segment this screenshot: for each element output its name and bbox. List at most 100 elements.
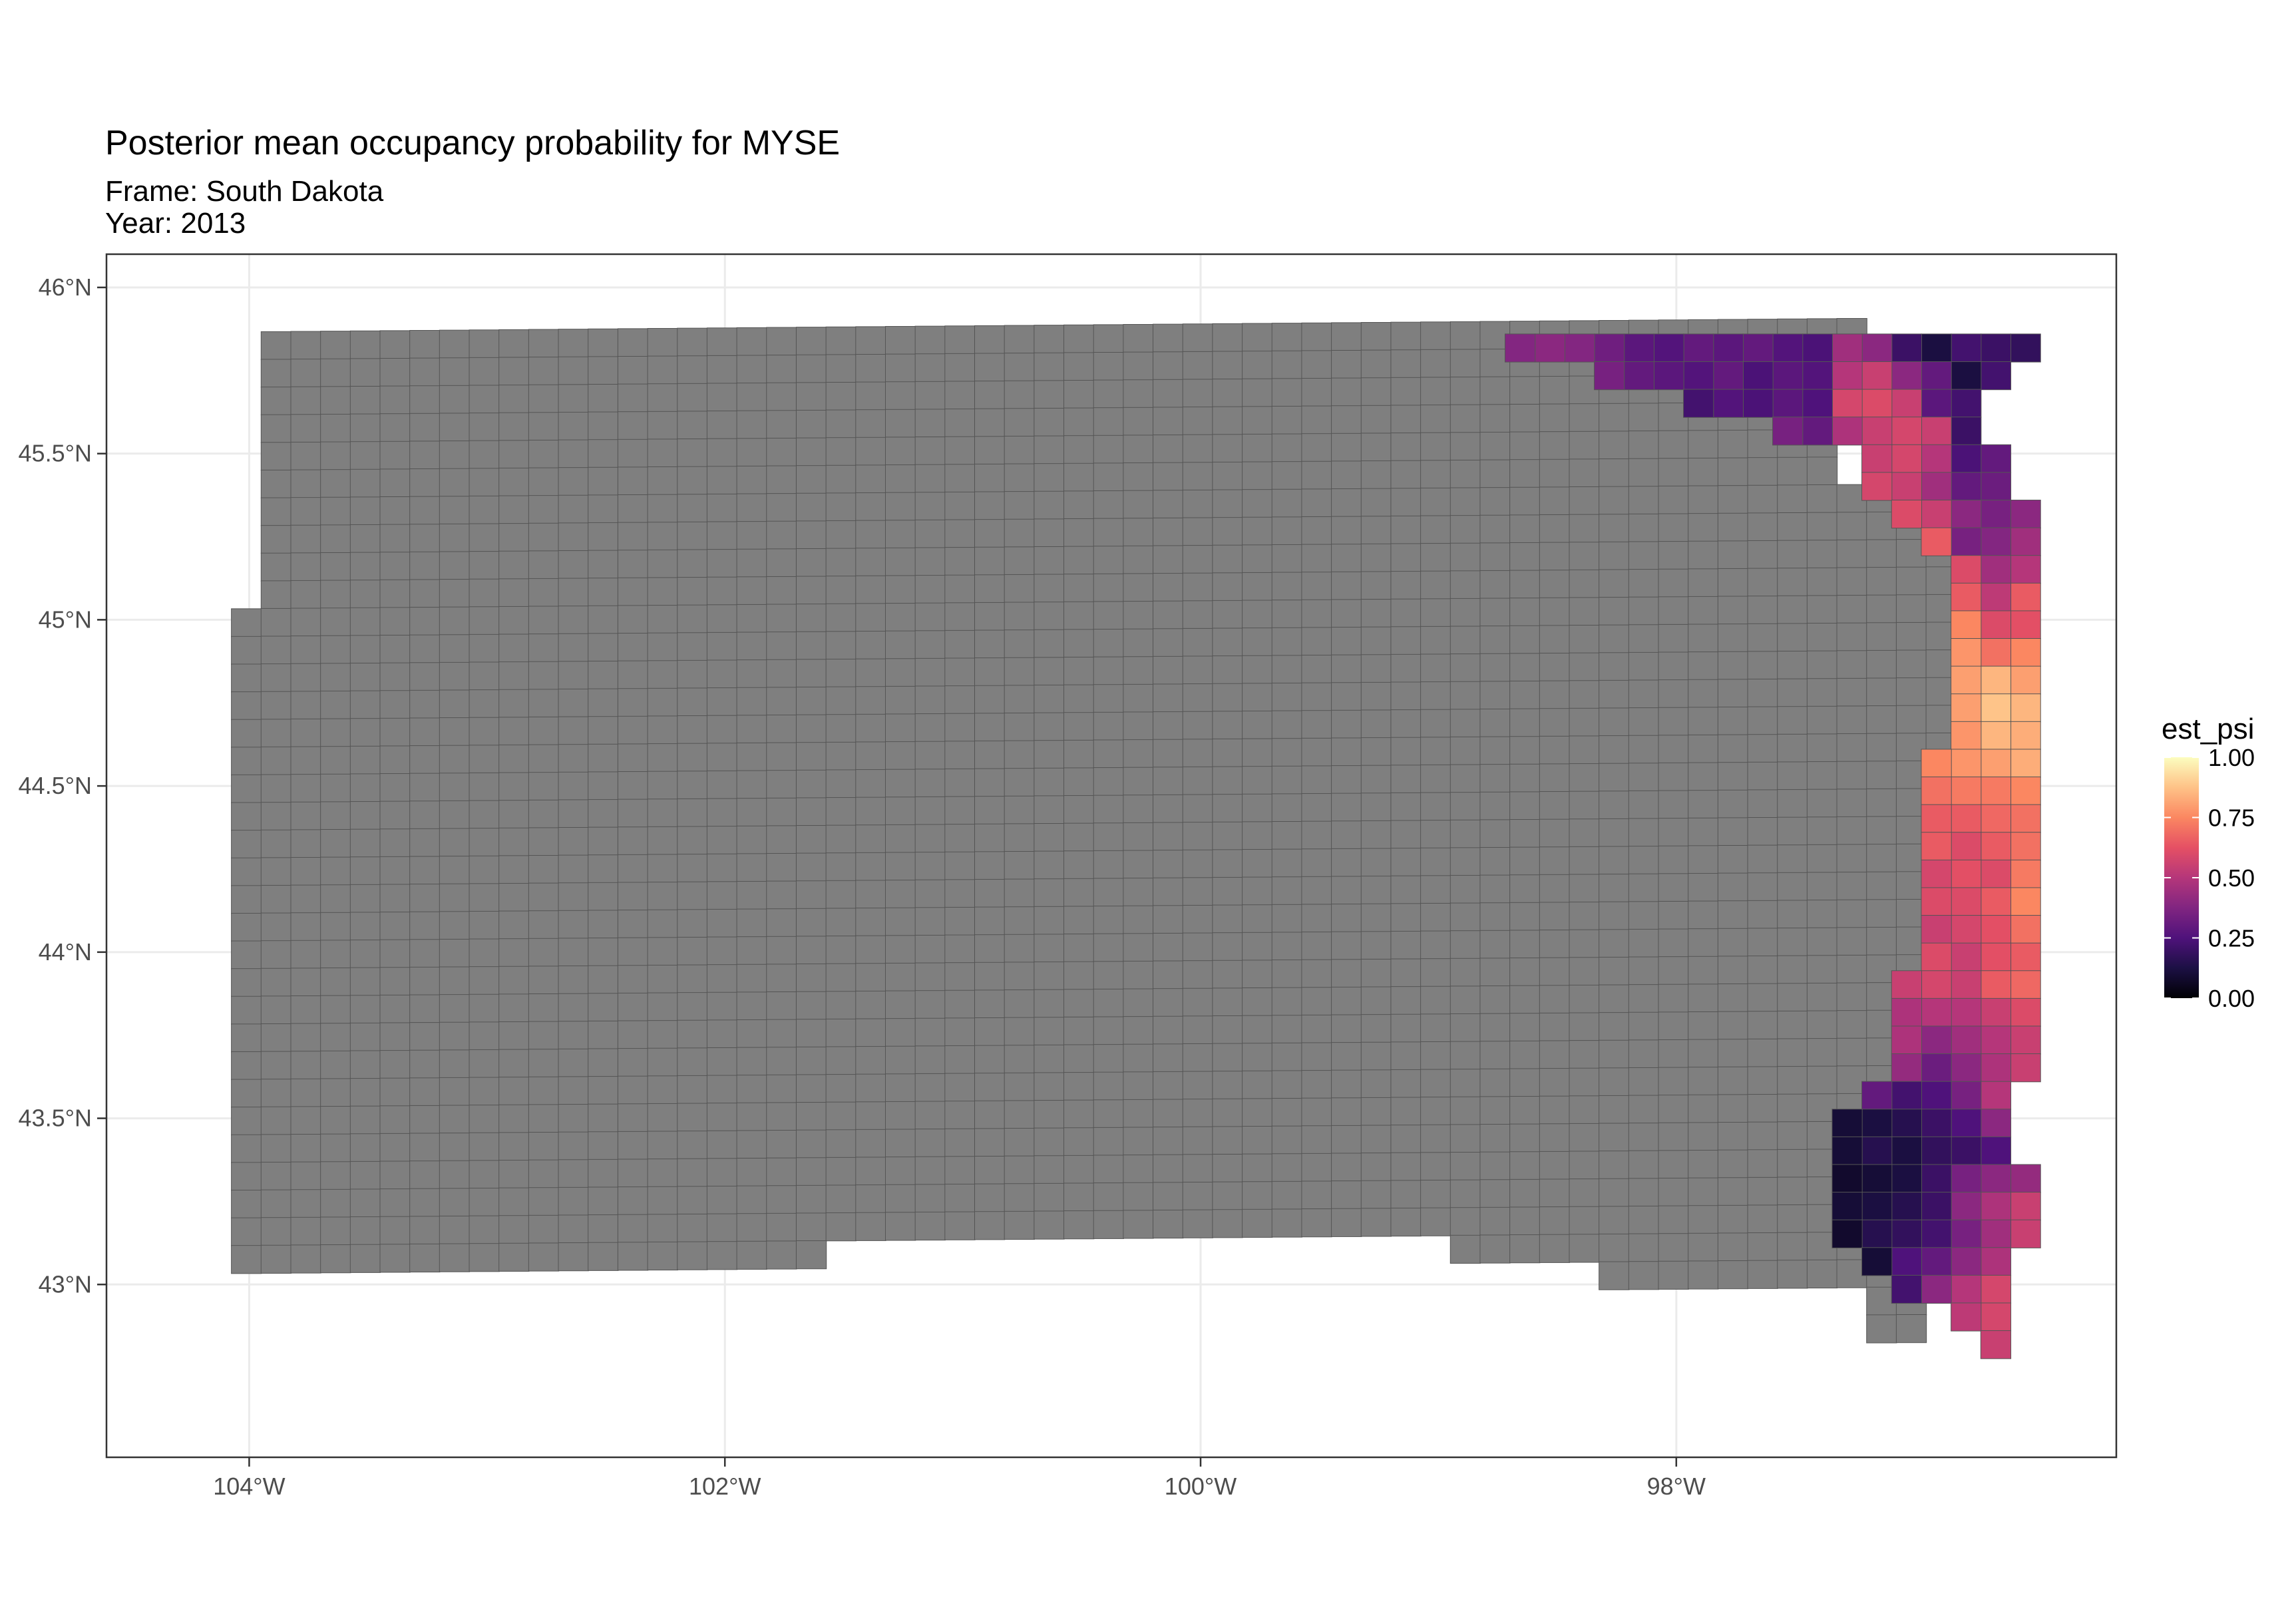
na-cell [1449,570,1481,600]
na-cell [795,631,827,660]
na-cell [558,716,589,745]
na-cell [320,331,351,360]
na-cell [498,772,530,801]
na-cell [1479,1013,1511,1042]
na-cell [884,547,916,577]
na-cell [944,685,976,715]
na-cell [677,771,708,800]
na-cell [379,994,411,1024]
na-cell [409,1133,441,1162]
na-cell [1479,1151,1511,1180]
na-cell [617,1020,649,1049]
na-cell [1271,710,1303,739]
na-cell [260,884,292,914]
na-cell [1658,873,1689,902]
na-cell [260,1079,292,1108]
na-cell [1747,761,1778,791]
psi-cell [1980,361,2012,391]
na-cell [379,607,411,636]
na-cell [944,381,976,410]
x-tick-label: 100°W [1165,1473,1237,1500]
na-cell [884,1157,916,1186]
na-cell [1420,764,1451,794]
na-cell [1479,1041,1511,1070]
na-cell [1034,934,1065,963]
na-cell [260,608,292,637]
na-cell [1212,876,1243,906]
na-cell [1063,1210,1095,1240]
na-cell [498,855,530,884]
psi-cell [1831,333,1863,363]
na-cell [1836,733,1867,763]
na-cell [1836,927,1867,956]
na-cell [1242,1098,1273,1127]
map-cells [231,318,2041,1359]
na-cell [1390,903,1422,932]
na-cell [558,938,589,967]
na-cell [320,552,351,582]
na-cell [1182,1209,1213,1238]
na-cell [1628,846,1660,875]
na-cell [795,382,827,411]
na-cell [558,1131,589,1161]
na-cell [766,1240,797,1270]
na-cell [795,964,827,993]
na-cell [260,497,292,526]
na-cell [260,331,292,361]
na-cell [1688,485,1719,514]
na-cell [1063,684,1095,713]
na-cell [1360,681,1392,711]
na-cell [1360,820,1392,850]
na-cell [1360,488,1392,517]
psi-cell [1951,859,1982,889]
na-cell [1747,678,1778,708]
y-tick-label: 44.5°N [19,772,92,799]
na-cell [1301,876,1332,906]
na-cell [1509,846,1541,876]
na-cell [1479,1096,1511,1125]
na-cell [528,910,560,940]
na-cell [1599,1151,1630,1180]
na-cell [290,1078,321,1108]
na-cell [1331,1153,1362,1182]
psi-cell [1772,417,1804,446]
psi-cell [1861,1164,1893,1193]
na-cell [1717,844,1749,874]
na-cell [736,493,767,522]
na-cell [974,1183,1006,1212]
na-cell [617,1242,649,1271]
na-cell [1866,816,1897,845]
na-cell [1688,762,1719,791]
na-cell [1301,820,1332,850]
na-cell [795,437,827,466]
na-cell [1449,1069,1481,1098]
na-cell [617,965,649,994]
na-cell [1301,1180,1332,1210]
na-cell [617,826,649,856]
na-cell [290,1051,321,1080]
na-cell [1777,595,1808,625]
na-cell [1390,1125,1422,1154]
na-cell [1509,653,1541,682]
na-cell [1717,1232,1749,1262]
na-cell [260,995,292,1025]
na-cell [1242,793,1273,822]
psi-cell [1980,1081,2012,1110]
na-cell [349,607,381,636]
na-cell [290,746,321,775]
na-cell [1004,795,1035,824]
psi-cell [1951,970,1982,999]
na-cell [528,744,560,773]
na-cell [1123,462,1154,492]
na-cell [409,856,441,885]
psi-cell [1921,361,1952,391]
na-cell [439,938,471,968]
na-cell [1628,873,1660,902]
na-cell [1420,1097,1451,1126]
na-cell [439,773,471,802]
na-cell [1331,709,1362,739]
na-cell [1004,353,1035,382]
na-cell [1153,822,1184,851]
na-cell [1271,572,1303,601]
na-cell [1449,404,1481,433]
